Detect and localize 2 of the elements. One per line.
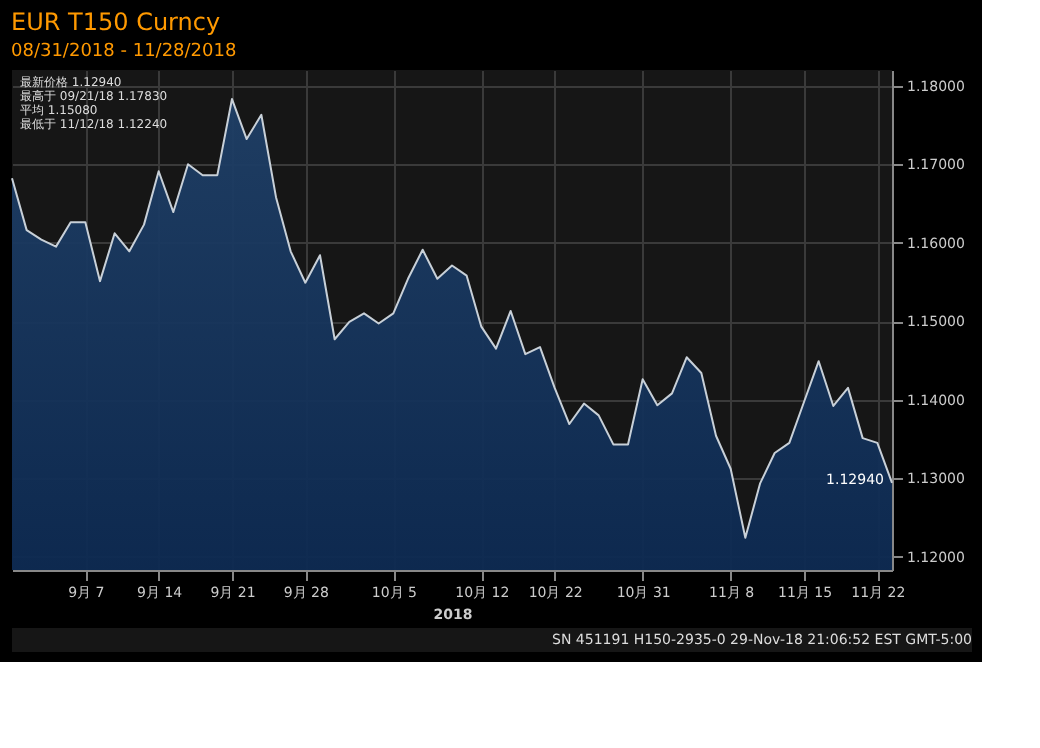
- chart-title: EUR T150 Curncy: [11, 8, 221, 36]
- chart-subtitle: 08/31/2018 - 11/28/2018: [11, 42, 237, 62]
